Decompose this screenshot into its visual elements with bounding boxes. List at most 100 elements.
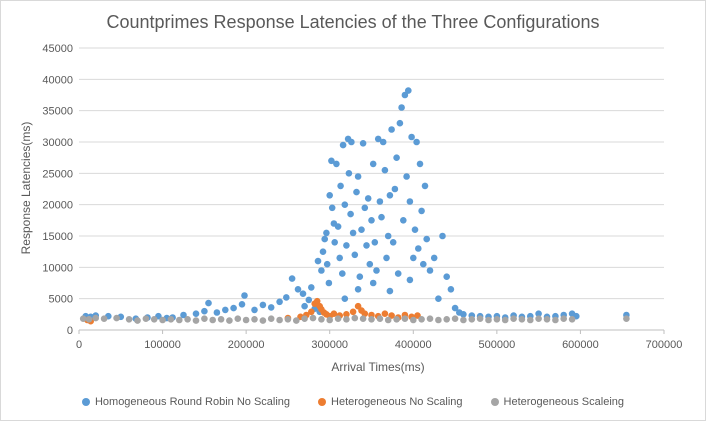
data-point-s2-10 [167,316,175,323]
x-axis-title: Arrival Times(ms) [331,360,424,374]
data-point-s2-36 [384,316,392,324]
data-point-s1-16 [349,308,357,316]
y-tick-label-0: 0 [67,325,73,337]
y-tick-label-7: 35000 [42,106,73,118]
data-point-s2-37 [393,316,400,323]
data-point-s0-100 [435,295,442,303]
data-point-s0-71 [379,138,387,146]
data-point-s0-86 [405,87,412,94]
y-tick-label-8: 40000 [42,74,73,86]
x-tick-label-1: 100000 [144,339,181,351]
data-point-s2-32 [351,314,359,322]
data-point-s0-22 [276,298,283,306]
data-point-s0-23 [283,294,290,301]
data-point-s0-122 [301,302,308,310]
data-point-s2-31 [343,316,350,323]
data-point-s2-9 [159,316,166,324]
data-point-s0-55 [353,188,360,196]
data-point-s2-55 [543,316,551,323]
data-point-s2-53 [527,316,534,324]
data-point-s2-8 [150,316,158,323]
data-points [79,87,630,325]
data-point-s0-27 [305,296,313,304]
data-point-s0-12 [201,307,208,315]
data-point-s2-33 [359,315,367,323]
data-point-s1-15 [343,311,350,318]
data-point-s0-106 [460,311,467,318]
data-point-s2-7 [142,315,150,323]
data-point-s2-40 [418,316,425,323]
data-point-s0-50 [345,170,353,177]
data-point-s0-35 [325,279,333,287]
data-point-s2-29 [326,316,334,324]
data-point-s0-41 [333,160,340,168]
data-point-s0-102 [443,273,451,281]
data-point-s0-83 [400,217,407,224]
data-point-s0-70 [378,213,385,221]
data-point-s2-46 [468,316,476,323]
data-point-s0-31 [319,248,327,255]
data-point-s0-101 [439,232,446,240]
x-tick-label-6: 600000 [562,339,599,351]
data-point-s0-88 [408,133,415,141]
data-point-s0-56 [354,173,362,180]
data-point-s0-74 [384,232,392,240]
legend-label-1: Heterogeneous No Scaling [331,396,463,408]
y-tick-label-4: 20000 [42,200,73,212]
data-point-s0-25 [294,286,302,293]
chart-title: Countprimes Response Latencies of the Th… [106,12,600,32]
data-point-s0-59 [359,140,367,147]
data-point-s0-92 [415,245,422,252]
data-point-s1-19 [361,310,369,318]
data-point-s0-43 [336,254,344,262]
data-point-s0-45 [339,270,346,277]
y-tick-label-6: 30000 [42,137,73,149]
data-point-s0-26 [299,290,307,298]
data-point-s2-25 [293,317,300,324]
data-point-s2-48 [485,316,492,324]
data-point-s2-34 [368,316,375,323]
data-point-s0-96 [421,182,429,190]
data-point-s2-4 [113,314,120,322]
data-point-s2-18 [234,315,242,323]
data-point-s0-11 [192,310,200,318]
data-point-s0-125 [341,295,349,303]
data-point-s2-11 [176,316,183,324]
data-point-s0-44 [337,182,344,190]
data-point-s2-47 [476,315,484,323]
y-tick-label-2: 10000 [42,262,73,274]
series-2 [79,314,630,324]
data-point-s0-48 [343,242,350,249]
data-point-s2-2 [92,314,99,322]
legend-marker-icon [490,398,499,406]
data-point-s0-38 [328,204,336,212]
data-point-s0-93 [416,160,424,168]
data-point-s0-42 [334,223,342,230]
data-point-s0-63 [366,260,374,268]
data-point-s0-94 [418,207,425,215]
data-point-s0-36 [326,192,334,199]
data-point-s2-43 [443,316,451,323]
x-tick-label-4: 400000 [395,339,432,351]
data-point-s2-15 [209,316,216,324]
data-point-s0-78 [391,185,399,193]
data-point-s0-54 [351,251,359,259]
data-point-s0-10 [180,311,187,319]
x-tick-label-0: 0 [76,339,82,351]
data-point-s2-24 [284,316,292,323]
data-point-s0-73 [383,254,390,262]
data-point-s0-15 [222,306,229,314]
data-point-s2-26 [301,315,308,323]
data-point-s2-23 [276,316,283,324]
data-point-s0-124 [314,257,322,265]
data-point-s0-64 [368,217,375,224]
data-point-s2-12 [184,316,191,323]
data-point-s0-72 [381,166,389,174]
legend-item-2: Heterogeneous Scaleing [490,396,624,408]
data-point-s2-27 [309,314,317,322]
legend-item-1: Heterogeneous No Scaling [318,396,463,408]
data-point-s2-16 [217,316,225,323]
gridlines [79,47,664,300]
data-point-s0-60 [361,204,369,212]
